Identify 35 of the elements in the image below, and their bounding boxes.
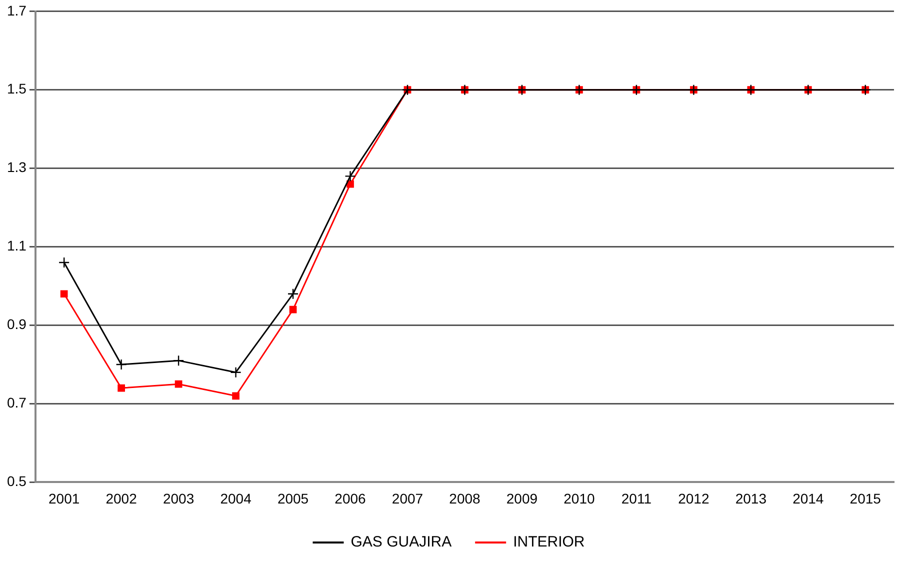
x-tick-label: 2010: [564, 490, 595, 506]
x-tick-label: 2011: [621, 490, 652, 506]
point: [174, 380, 182, 388]
point: [60, 290, 68, 298]
x-tick-label: 2001: [48, 490, 80, 506]
y-tick-label: 1.3: [6, 159, 27, 176]
y-tick-label: 1.5: [6, 80, 27, 97]
point: [232, 392, 240, 400]
x-tick-label: 2003: [162, 490, 194, 506]
y-tick-label: 0.7: [6, 394, 27, 411]
x-tick-label: 2015: [850, 490, 882, 506]
legend-label: GAS GUAJIRA: [350, 534, 452, 551]
legend-label: INTERIOR: [513, 534, 585, 551]
point: [289, 306, 297, 314]
y-tick-label: 1.1: [6, 238, 27, 254]
point: [230, 366, 242, 378]
point: [172, 354, 184, 366]
x-tick-label: 2009: [506, 490, 538, 506]
y-tick-label: 1.7: [6, 2, 27, 18]
x-tick-label: 2012: [678, 490, 710, 506]
y-tick-label: 0.5: [6, 473, 27, 490]
x-tick-label: 2008: [449, 490, 481, 506]
point: [344, 170, 356, 182]
point: [287, 288, 299, 300]
x-tick-label: 2007: [392, 490, 424, 506]
point: [58, 256, 70, 268]
y-tick-label: 0.9: [6, 316, 27, 332]
x-tick-label: 2005: [277, 490, 309, 506]
point: [118, 384, 125, 392]
x-tick-label: 2006: [334, 490, 366, 506]
x-tick-label: 2002: [106, 490, 138, 506]
x-tick-label: 2004: [220, 490, 252, 506]
x-tick-label: 2014: [792, 490, 824, 506]
x-tick-label: 2013: [735, 490, 767, 506]
point: [116, 358, 127, 370]
